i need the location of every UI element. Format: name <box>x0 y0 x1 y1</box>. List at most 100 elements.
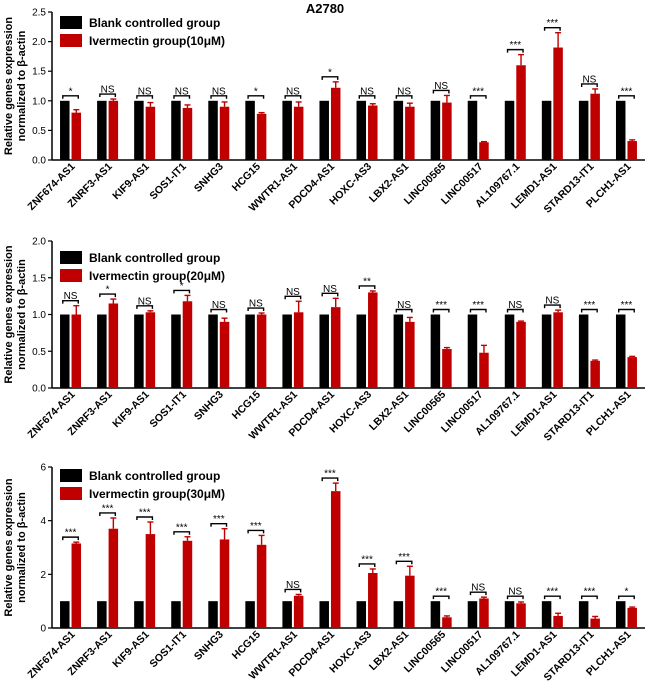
bar-treated <box>182 107 193 160</box>
bar-treated <box>627 357 637 388</box>
bar-treated <box>405 575 415 628</box>
bar-control <box>208 314 218 388</box>
significance-label: *** <box>398 552 410 563</box>
significance-label: *** <box>139 508 151 519</box>
y-tick-label: 2 <box>40 570 46 581</box>
significance-bracket <box>469 95 487 99</box>
bar-control <box>319 601 329 628</box>
bar-treated <box>627 141 637 160</box>
bar-control <box>504 100 515 160</box>
significance-label: NS <box>397 86 411 97</box>
significance-bracket <box>136 305 154 309</box>
significance-bracket <box>543 27 561 31</box>
significance-bracket <box>358 285 376 289</box>
bar-control <box>430 100 441 160</box>
significance-bracket <box>506 595 524 600</box>
bar-treated <box>219 106 230 160</box>
x-tick-label: KIF9-AS1 <box>110 389 152 431</box>
bar-control <box>245 100 255 160</box>
significance-label: * <box>180 281 184 292</box>
bar-control <box>430 314 441 388</box>
significance-label: NS <box>138 86 152 97</box>
significance-label: NS <box>323 284 337 295</box>
y-tick-label: 2.0 <box>32 237 46 248</box>
legend-label: Ivermectin group(20μM) <box>89 269 225 283</box>
bar-control <box>208 601 218 628</box>
significance-bracket <box>395 308 413 313</box>
significance-bracket <box>210 523 228 527</box>
bar-control <box>393 601 404 628</box>
y-tick-label: 2.5 <box>32 8 46 19</box>
significance-bracket <box>395 95 413 99</box>
significance-label: * <box>69 86 73 97</box>
y-axis-label: normalized to β-actin <box>16 259 28 370</box>
bar-treated <box>330 87 341 160</box>
bar-control <box>578 314 589 388</box>
significance-label: NS <box>212 86 226 97</box>
significance-bracket <box>358 563 376 567</box>
bar-treated <box>368 572 378 628</box>
bar-treated <box>516 321 526 388</box>
bar-treated <box>145 312 156 388</box>
significance-bracket <box>173 531 191 535</box>
significance-label: NS <box>286 86 300 97</box>
significance-bracket <box>247 307 265 312</box>
bar-control <box>504 601 515 628</box>
significance-bracket <box>432 595 450 600</box>
significance-bracket <box>210 95 228 99</box>
significance-bracket <box>247 95 265 99</box>
legend-swatch <box>60 269 82 282</box>
bar-control <box>356 314 367 388</box>
bar-treated <box>627 607 637 628</box>
significance-bracket <box>618 95 635 99</box>
bar-treated <box>108 528 119 628</box>
significance-label: *** <box>213 514 225 525</box>
y-tick-label: 2.0 <box>32 37 46 48</box>
bar-control <box>393 100 404 160</box>
y-tick-label: 0 <box>40 624 46 635</box>
significance-label: NS <box>286 287 300 298</box>
bar-treated <box>71 112 82 160</box>
bar-treated <box>405 321 415 388</box>
significance-label: *** <box>584 587 596 598</box>
significance-label: NS <box>508 300 522 311</box>
bar-treated <box>219 321 230 388</box>
significance-bracket <box>62 95 79 99</box>
significance-bracket <box>321 76 339 80</box>
significance-bracket <box>173 289 191 294</box>
x-tick-label: SNHG3 <box>192 389 226 423</box>
bar-treated <box>516 65 526 160</box>
significance-label: *** <box>435 587 447 598</box>
bar-control <box>282 314 292 388</box>
x-tick-label: SOS1-IT1 <box>147 629 189 671</box>
significance-label: *** <box>584 300 596 311</box>
legend: Blank controlled group Ivermectin group(3… <box>60 469 225 501</box>
legend-label: Ivermectin group(30μM) <box>89 487 225 501</box>
bar-control <box>541 314 552 388</box>
significance-label: NS <box>138 296 152 307</box>
y-tick-label: 0.5 <box>32 126 46 137</box>
y-axis-label: Relative genes expression <box>3 478 15 616</box>
y-axis-label: normalized to β-actin <box>16 30 28 141</box>
bar-treated <box>182 301 193 388</box>
significance-label: *** <box>547 18 559 29</box>
significance-bracket <box>284 295 302 300</box>
bar-treated <box>293 106 304 160</box>
bar-control <box>578 601 589 628</box>
significance-label: NS <box>175 86 189 97</box>
bar-control <box>615 601 626 628</box>
bar-treated <box>368 292 378 388</box>
significance-bracket <box>173 95 191 99</box>
bar-control <box>60 100 70 160</box>
bar-control <box>541 601 552 628</box>
bar-control <box>134 314 144 388</box>
significance-bracket <box>136 516 154 521</box>
bar-control <box>282 100 292 160</box>
legend-swatch <box>60 487 82 500</box>
significance-bracket <box>432 89 450 94</box>
significance-label: *** <box>324 469 336 480</box>
significance-label: *** <box>361 554 373 565</box>
bar-control <box>319 100 329 160</box>
y-tick-label: 1.5 <box>32 67 46 78</box>
significance-label: *** <box>621 300 633 311</box>
